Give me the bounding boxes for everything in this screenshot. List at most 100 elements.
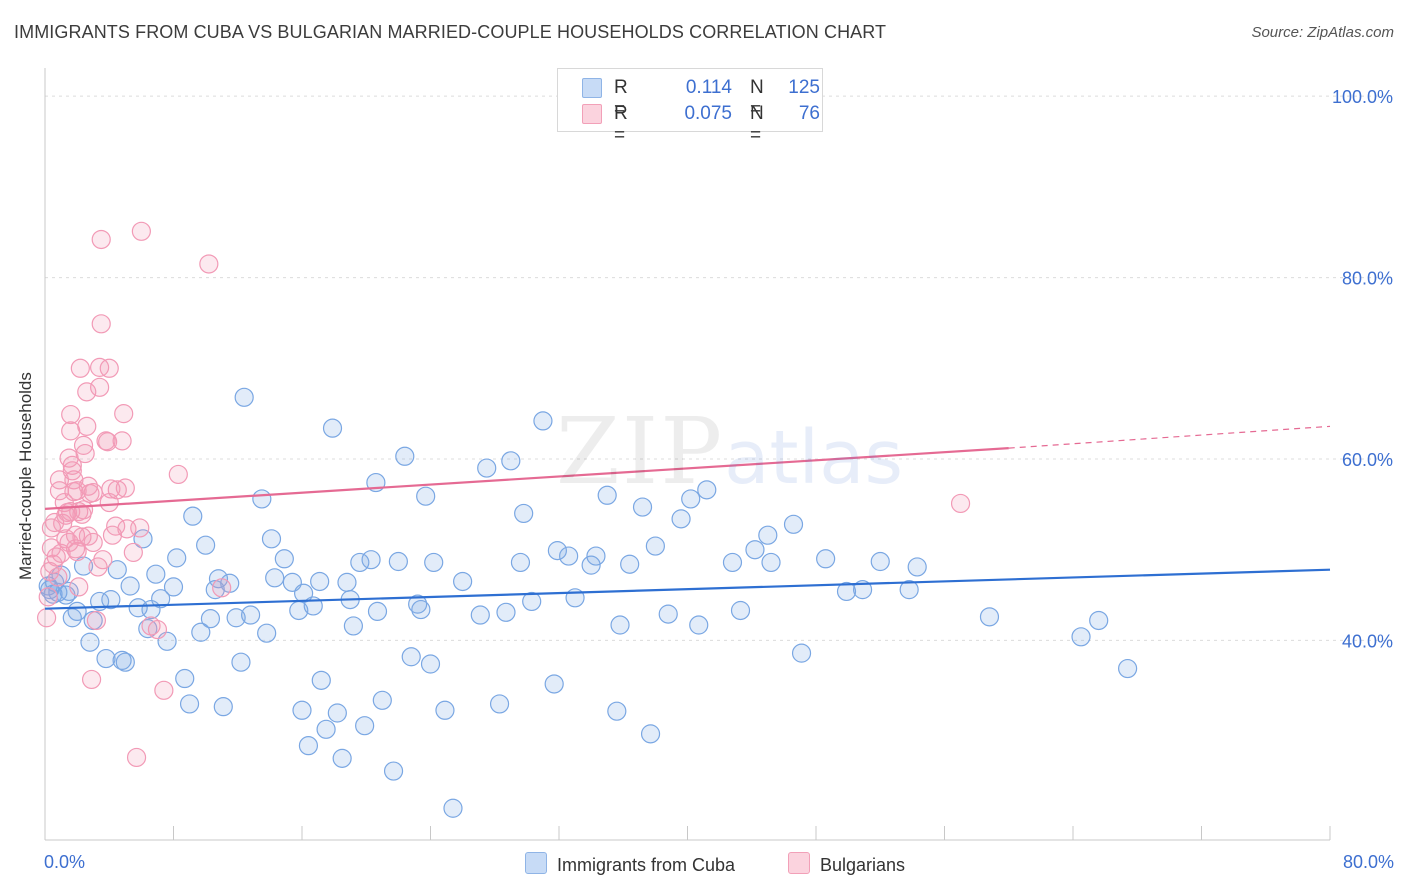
cuba-point bbox=[51, 565, 71, 585]
cuba-point bbox=[151, 589, 171, 609]
bulgarians-point bbox=[96, 431, 116, 451]
cuba-point bbox=[1089, 610, 1109, 631]
cuba-point bbox=[234, 387, 254, 407]
legend-n-label: N = bbox=[750, 103, 764, 146]
bulgarians-point bbox=[101, 479, 121, 499]
bulgarians-point bbox=[91, 314, 111, 334]
cuba-point bbox=[559, 546, 579, 566]
bulgarians-point bbox=[99, 358, 119, 378]
cuba-point bbox=[435, 700, 455, 720]
cuba-point bbox=[401, 647, 421, 667]
bulgarians-point bbox=[93, 550, 113, 570]
cuba-point bbox=[411, 599, 431, 620]
cuba-point bbox=[581, 555, 601, 575]
legend-r-value: 0.075 bbox=[684, 103, 732, 124]
cuba-point bbox=[96, 648, 116, 669]
cuba-point bbox=[327, 703, 347, 723]
cuba-point bbox=[689, 615, 709, 635]
cuba-point bbox=[533, 411, 553, 431]
cuba-point bbox=[514, 503, 534, 524]
chart-title: IMMIGRANTS FROM CUBA VS BULGARIAN MARRIE… bbox=[14, 22, 887, 42]
cuba-point bbox=[870, 551, 890, 572]
bulgarians-point bbox=[62, 455, 82, 475]
cuba-point bbox=[101, 590, 121, 610]
cuba-point bbox=[310, 571, 330, 592]
legend-swatch-cuba bbox=[582, 78, 602, 98]
legend-item-bulgarians[interactable]: Bulgarians bbox=[788, 852, 905, 876]
y-tick-label: 40.0% bbox=[1342, 631, 1393, 651]
bulgarians-point bbox=[107, 480, 127, 500]
cuba-point bbox=[196, 535, 216, 555]
bulgarians-point bbox=[37, 608, 57, 628]
bulgarians-point bbox=[41, 538, 62, 558]
y-tick-labels: 40.0% 60.0% 80.0% 100.0% bbox=[1332, 87, 1393, 651]
cuba-point bbox=[361, 550, 381, 570]
cuba-point bbox=[420, 654, 441, 674]
cuba-point bbox=[979, 607, 1000, 627]
cuba-point bbox=[658, 604, 678, 624]
cuba-point bbox=[205, 580, 225, 600]
cuba-point bbox=[59, 581, 79, 602]
x-tick-label-min: 0.0% bbox=[44, 852, 86, 872]
bulgarians-point bbox=[112, 431, 132, 451]
cuba-point bbox=[852, 580, 873, 600]
trend-lines bbox=[44, 425, 1331, 610]
cuba-point bbox=[697, 480, 717, 500]
cuba-point bbox=[632, 497, 653, 517]
bulgarians-point bbox=[56, 529, 76, 549]
cuba-point bbox=[163, 577, 184, 597]
cuba-point bbox=[226, 608, 246, 628]
cuba-point bbox=[213, 697, 233, 717]
legend-swatch-bulgarians bbox=[788, 852, 810, 874]
y-tick-label: 100.0% bbox=[1332, 87, 1393, 107]
trend-line-bulgarians-extension bbox=[1008, 425, 1331, 449]
gridlines bbox=[45, 95, 1392, 641]
cuba-point bbox=[322, 418, 343, 438]
cuba-point bbox=[67, 601, 87, 622]
cuba-point bbox=[453, 571, 473, 592]
cuba-point bbox=[761, 552, 781, 573]
series-legend: Immigrants from Cuba Bulgarians bbox=[0, 852, 1406, 878]
cuba-point bbox=[355, 716, 375, 736]
cuba-point bbox=[607, 701, 627, 721]
cuba-point bbox=[489, 694, 510, 714]
stats-legend: R = 0.114 N = 125 R = 0.075 N = 76 bbox=[557, 68, 823, 146]
series-cuba-points bbox=[38, 387, 1138, 818]
cuba-point bbox=[274, 549, 294, 569]
bulgarians-point bbox=[90, 377, 110, 397]
cuba-point bbox=[383, 761, 404, 781]
bulgarians-point bbox=[38, 587, 58, 607]
cuba-point bbox=[343, 616, 363, 636]
cuba-point bbox=[620, 554, 640, 574]
legend-n-value: 125 bbox=[788, 77, 820, 98]
x-tick-label-max: 80.0% bbox=[1342, 852, 1394, 872]
trend-line-bulgarians bbox=[44, 447, 1009, 510]
cuba-point bbox=[681, 489, 701, 509]
bulgarians-point bbox=[45, 512, 65, 533]
cuba-point bbox=[544, 674, 564, 694]
cuba-point bbox=[138, 619, 158, 639]
legend-item-cuba[interactable]: Immigrants from Cuba bbox=[525, 852, 735, 876]
cuba-point bbox=[1118, 658, 1138, 679]
legend-swatch-cuba bbox=[525, 852, 547, 874]
cuba-point bbox=[261, 529, 282, 549]
bulgarians-point bbox=[98, 432, 118, 452]
bulgarians-point bbox=[147, 619, 168, 640]
cuba-point bbox=[745, 540, 765, 560]
bulgarians-point bbox=[73, 435, 94, 455]
cuba-point bbox=[899, 580, 919, 600]
cuba-point bbox=[640, 724, 661, 744]
bulgarians-point bbox=[67, 541, 87, 562]
bulgarians-point bbox=[73, 500, 94, 520]
legend-swatch-bulgarians bbox=[582, 104, 602, 124]
legend-label-bulgarians: Bulgarians bbox=[820, 855, 906, 875]
cuba-point bbox=[645, 536, 665, 556]
bulgarians-point bbox=[115, 478, 135, 498]
bulgarians-point bbox=[91, 229, 111, 250]
bulgarians-point bbox=[69, 577, 89, 597]
cuba-point bbox=[112, 650, 132, 670]
cuba-point bbox=[597, 485, 617, 505]
cuba-point bbox=[298, 736, 319, 756]
cuba-point bbox=[241, 605, 261, 625]
